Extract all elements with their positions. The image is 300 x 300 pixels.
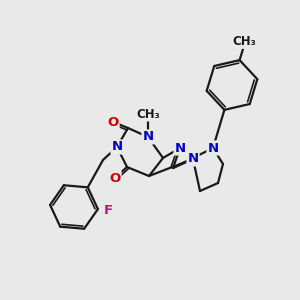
- Text: N: N: [142, 130, 154, 143]
- Text: N: N: [111, 140, 123, 154]
- Text: O: O: [110, 172, 121, 184]
- Text: N: N: [174, 142, 186, 154]
- Text: CH₃: CH₃: [232, 35, 256, 48]
- Text: F: F: [104, 203, 113, 217]
- Text: N: N: [207, 142, 219, 154]
- Text: O: O: [107, 116, 118, 128]
- Text: CH₃: CH₃: [136, 107, 160, 121]
- Text: N: N: [188, 152, 199, 166]
